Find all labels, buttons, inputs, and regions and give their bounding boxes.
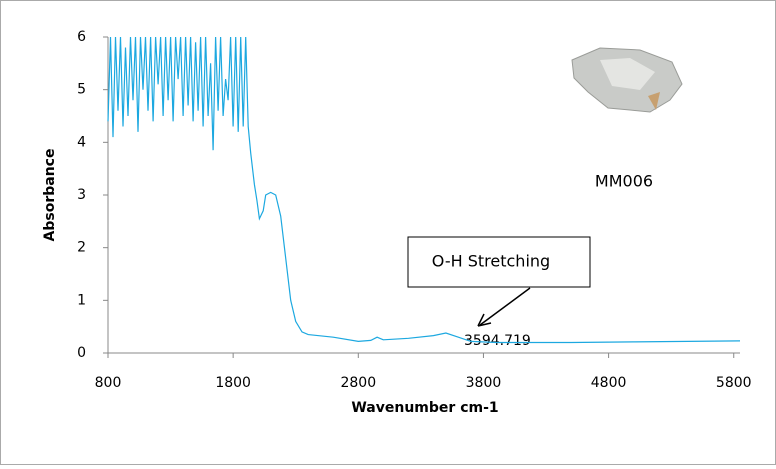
- x-tick-label: 800: [95, 375, 122, 391]
- y-tick-label: 1: [77, 292, 86, 308]
- x-axis-title: Wavenumber cm-1: [351, 400, 498, 416]
- annotation: MM006: [595, 172, 653, 191]
- annotation-box: [407, 236, 591, 288]
- x-tick-label: 1800: [215, 375, 251, 391]
- gem-picture: [571, 47, 683, 113]
- annotation-arrow: [479, 287, 531, 326]
- annotation: O-H Stretching: [432, 252, 550, 271]
- arrow-head: [477, 313, 492, 327]
- y-tick-label: 0: [77, 345, 86, 361]
- y-axis-title: Absorbance: [42, 149, 58, 242]
- spectrum-line: [107, 36, 741, 344]
- x-tick-label: 5800: [716, 375, 752, 391]
- x-tick-label: 3800: [466, 375, 502, 391]
- y-tick-label: 6: [77, 29, 86, 45]
- y-tick-label: 5: [77, 82, 86, 98]
- x-tick-label: 2800: [340, 375, 376, 391]
- x-tick-label: 4800: [591, 375, 627, 391]
- y-tick-label: 4: [77, 134, 86, 150]
- y-tick-label: 2: [77, 240, 86, 256]
- y-tick-label: 3: [77, 187, 86, 203]
- annotation: 3594.719: [464, 333, 531, 349]
